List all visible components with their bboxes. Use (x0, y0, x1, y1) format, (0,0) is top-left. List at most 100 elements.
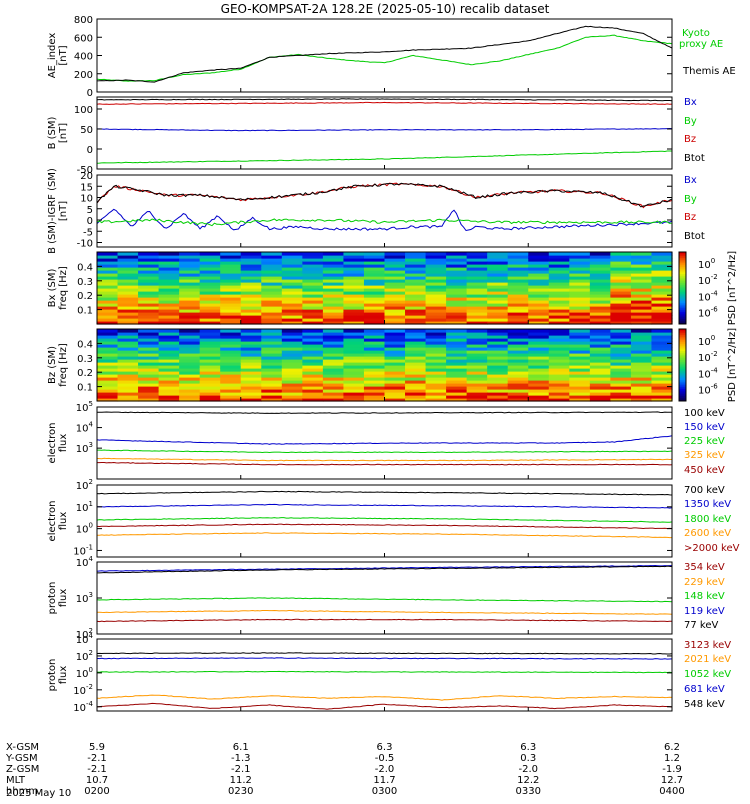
spectrogram-cell (487, 389, 509, 393)
spectrogram-cell (261, 371, 283, 375)
spectrogram-cell (343, 332, 365, 336)
spectrogram-cell (651, 365, 673, 369)
spectrogram-cell (240, 264, 262, 268)
spectrogram-cell (466, 374, 488, 378)
spectrogram-cell (363, 335, 386, 339)
spectrogram-cell (281, 252, 303, 256)
series-line (96, 618, 673, 623)
spectrogram-cell (343, 368, 365, 372)
spectrogram-cell (199, 344, 221, 348)
series-line (96, 523, 673, 530)
y-axis-label: freq [Hz] (58, 343, 69, 387)
spectrogram-cell (138, 383, 160, 387)
spectrogram-cell (240, 383, 262, 387)
spectrogram-cell (548, 380, 570, 384)
spectrogram-cell (487, 380, 509, 384)
spectrogram-cell (363, 252, 386, 256)
spectrogram-cell (179, 297, 201, 301)
spectrogram-cell (97, 386, 119, 390)
colorbar-segment (679, 255, 686, 258)
spectrogram-cell (610, 353, 632, 357)
spectrogram-cell (405, 258, 427, 262)
spectrogram-cell (261, 303, 283, 307)
spectrogram-cell (240, 398, 262, 402)
spectrogram-cell (425, 267, 447, 271)
y-axis-label: B (SM) (47, 116, 58, 149)
spectrogram-cell (117, 285, 139, 289)
spectrogram-cell (220, 359, 242, 363)
spectrogram-cell (651, 350, 673, 354)
spectrogram-cell (199, 371, 221, 375)
spectrogram-cell (425, 264, 447, 268)
spectrogram-cell (630, 276, 653, 280)
spectrogram-cell (158, 294, 180, 298)
spectrogram-cell (528, 294, 550, 298)
spectrogram-cell (548, 318, 570, 322)
colorbar-segment (679, 348, 686, 352)
spectrogram-cell (240, 392, 262, 396)
spectrogram-cell (610, 341, 632, 345)
spectrogram-cell (343, 315, 365, 319)
spectrogram-cell (405, 294, 427, 298)
spectrogram-cell (220, 264, 242, 268)
spectrogram-cell (548, 377, 570, 381)
y-tick-label: 0.4 (77, 339, 93, 350)
spectrogram-cell (179, 312, 201, 316)
spectrogram-cell (487, 386, 509, 390)
spectrogram-cell (199, 258, 221, 262)
spectrogram-cell (322, 258, 345, 262)
spectrogram-cell (651, 347, 673, 351)
spectrogram-cell (322, 392, 345, 396)
spectrogram-cell (384, 318, 406, 322)
spectrogram-cell (610, 315, 632, 319)
spectrogram-cell (589, 279, 611, 283)
xaxis-row-value: -2.1 (231, 764, 251, 775)
spectrogram-cell (487, 344, 509, 348)
spectrogram-cell (261, 261, 283, 265)
spectrogram-cell (610, 374, 632, 378)
spectrogram-cell (363, 258, 386, 262)
spectrogram-cell (589, 264, 611, 268)
spectrogram-cell (507, 362, 529, 366)
colorbar-segment (679, 273, 686, 276)
spectrogram-cell (425, 303, 447, 307)
y-tick-label: 10 (80, 194, 93, 205)
spectrogram-cell (220, 309, 242, 313)
spectrogram-cell (261, 321, 283, 325)
colorbar-segment (679, 297, 686, 300)
colorbar-segment (679, 320, 686, 323)
spectrogram-cell (220, 344, 242, 348)
legend-entry: 1052 keV (684, 669, 731, 680)
spectrogram-cell (610, 273, 632, 277)
spectrogram-cell (138, 365, 160, 369)
xaxis-row-label: Z-GSM (6, 764, 39, 775)
spectrogram-cell (548, 332, 570, 336)
spectrogram-cell (138, 350, 160, 354)
spectrogram-cell (405, 380, 427, 384)
spectrogram-cell (405, 374, 427, 378)
spectrogram-cell (589, 285, 611, 289)
spectrogram-cell (651, 291, 673, 295)
spectrogram-cell (117, 282, 139, 286)
spectrogram-cell (569, 303, 591, 307)
spectrogram-cell (384, 356, 406, 360)
spectrogram-cell (363, 282, 386, 286)
spectrogram-cell (240, 258, 262, 262)
spectrogram-cell (97, 353, 119, 357)
spectrogram-cell (446, 273, 468, 277)
spectrogram-cell (138, 279, 160, 283)
spectrogram-cell (466, 350, 488, 354)
spectrogram-cell (97, 261, 119, 265)
colorbar-segment (679, 304, 686, 307)
spectrogram-cell (220, 285, 242, 289)
series-line (96, 25, 673, 83)
spectrogram-cell (466, 297, 488, 301)
spectrogram-cell (610, 309, 632, 313)
spectrogram-cell (220, 279, 242, 283)
spectrogram-cell (507, 300, 529, 304)
series-line (96, 98, 673, 102)
spectrogram-cell (220, 318, 242, 322)
spectrogram-cell (651, 380, 673, 384)
